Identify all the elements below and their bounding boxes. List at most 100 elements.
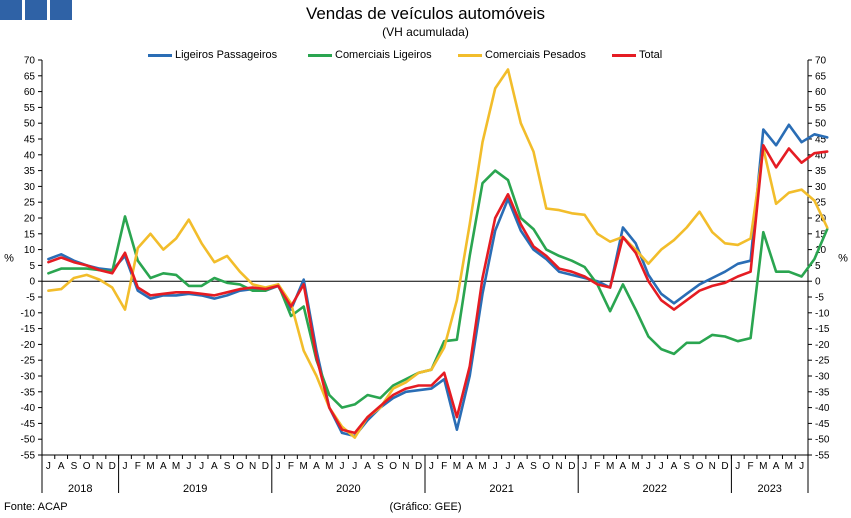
y-tick-label-left: 50 [24, 119, 36, 130]
x-tick-label: D [262, 461, 269, 472]
y-tick-label-left: -35 [21, 387, 36, 398]
y-tick-label-left: 40 [24, 150, 36, 161]
year-label: 2018 [68, 483, 92, 495]
logo-square [0, 0, 22, 20]
x-tick-label: M [759, 461, 767, 472]
x-tick-label: A [313, 461, 320, 472]
source-note: Fonte: ACAP [4, 501, 68, 513]
legend-item: Comerciais Ligeiros [308, 49, 432, 61]
y-tick-label-left: 15 [24, 229, 36, 240]
x-tick-label: S [530, 461, 537, 472]
y-tick-label-left: 25 [24, 198, 36, 209]
y-tick-label-right: 20 [815, 214, 827, 225]
x-tick-label: M [478, 461, 486, 472]
y-tick-label-right: -25 [815, 356, 830, 367]
x-tick-label: S [377, 461, 384, 472]
y-tick-label-left: 55 [24, 103, 36, 114]
x-tick-label: J [352, 461, 357, 472]
y-tick-label-right: 65 [815, 71, 827, 82]
y-tick-label-right: -15 [815, 324, 830, 335]
y-tick-label-left: 0 [29, 277, 35, 288]
x-tick-label: J [199, 461, 204, 472]
x-tick-label: A [466, 461, 473, 472]
x-tick-label: J [582, 461, 587, 472]
x-tick-label: A [517, 461, 524, 472]
x-tick-label: M [453, 461, 461, 472]
series-line-comerciais-pesados [47, 68, 829, 439]
y-tick-label-right: -40 [815, 403, 830, 414]
x-tick-label: J [505, 461, 510, 472]
y-tick-label-right: -35 [815, 387, 830, 398]
x-tick-label: O [389, 461, 397, 472]
y-axis-label-right: % [838, 253, 848, 265]
y-tick-label-left: -20 [21, 340, 36, 351]
x-tick-label: A [773, 461, 780, 472]
x-tick-label: S [683, 461, 690, 472]
x-tick-label: A [160, 461, 167, 472]
legend-swatch [308, 53, 332, 57]
y-tick-label-right: -10 [815, 308, 830, 319]
x-tick-label: M [631, 461, 639, 472]
y-tick-label-right: 15 [815, 229, 827, 240]
y-tick-label-right: 45 [815, 135, 827, 146]
x-tick-label: A [211, 461, 218, 472]
x-tick-label: D [721, 461, 728, 472]
x-tick-label: J [429, 461, 434, 472]
y-tick-label-left: -5 [26, 293, 35, 304]
x-tick-label: M [785, 461, 793, 472]
x-tick-label: A [58, 461, 65, 472]
legend-item: Comerciais Pesados [458, 49, 586, 61]
y-tick-label-left: -30 [21, 372, 36, 383]
logo-square [50, 0, 72, 20]
x-tick-label: M [300, 461, 308, 472]
year-label: 2023 [757, 483, 781, 495]
x-tick-label: O [696, 461, 704, 472]
y-tick-label-left: -10 [21, 308, 36, 319]
y-tick-label-left: 10 [24, 245, 36, 256]
legend-label: Ligeiros Passageiros [175, 49, 278, 61]
y-tick-label-right: 70 [815, 56, 827, 67]
legend-item: Ligeiros Passageiros [148, 49, 277, 61]
y-tick-label-right: -55 [815, 451, 830, 462]
y-tick-label-left: 70 [24, 56, 36, 67]
x-tick-label: A [620, 461, 627, 472]
x-tick-label: N [402, 461, 409, 472]
x-tick-label: J [799, 461, 804, 472]
y-tick-label-right: 60 [815, 87, 827, 98]
year-label: 2020 [336, 483, 360, 495]
y-tick-label-left: -45 [21, 419, 36, 430]
y-tick-label-left: 45 [24, 135, 36, 146]
x-tick-label: J [659, 461, 664, 472]
y-tick-label-right: -50 [815, 435, 830, 446]
y-tick-label-left: -15 [21, 324, 36, 335]
x-tick-label: M [606, 461, 614, 472]
legend-label: Comerciais Ligeiros [335, 49, 432, 61]
y-tick-label-right: -20 [815, 340, 830, 351]
year-label: 2021 [489, 483, 513, 495]
x-tick-label: J [122, 461, 127, 472]
x-tick-label: F [288, 461, 294, 472]
legend-item: Total [612, 49, 662, 61]
y-tick-label-left: 35 [24, 166, 36, 177]
x-tick-label: N [555, 461, 562, 472]
x-tick-label: J [735, 461, 740, 472]
y-tick-label-right: 40 [815, 150, 827, 161]
y-tick-label-left: -40 [21, 403, 36, 414]
y-tick-label-right: 50 [815, 119, 827, 130]
y-tick-label-left: 20 [24, 214, 36, 225]
y-tick-label-right: 5 [815, 261, 821, 272]
legend: Ligeiros Passageiros Comerciais Ligeiros C… [0, 49, 851, 65]
x-tick-label: A [364, 461, 371, 472]
x-tick-label: D [415, 461, 422, 472]
series-line-comerciais-ligeiros [47, 169, 829, 409]
x-tick-label: D [568, 461, 575, 472]
x-tick-label: J [340, 461, 345, 472]
x-tick-label: J [646, 461, 651, 472]
year-label: 2022 [643, 483, 667, 495]
x-tick-label: F [594, 461, 600, 472]
x-tick-label: J [186, 461, 191, 472]
x-tick-label: F [441, 461, 447, 472]
y-tick-label-left: 60 [24, 87, 36, 98]
x-tick-label: M [146, 461, 154, 472]
